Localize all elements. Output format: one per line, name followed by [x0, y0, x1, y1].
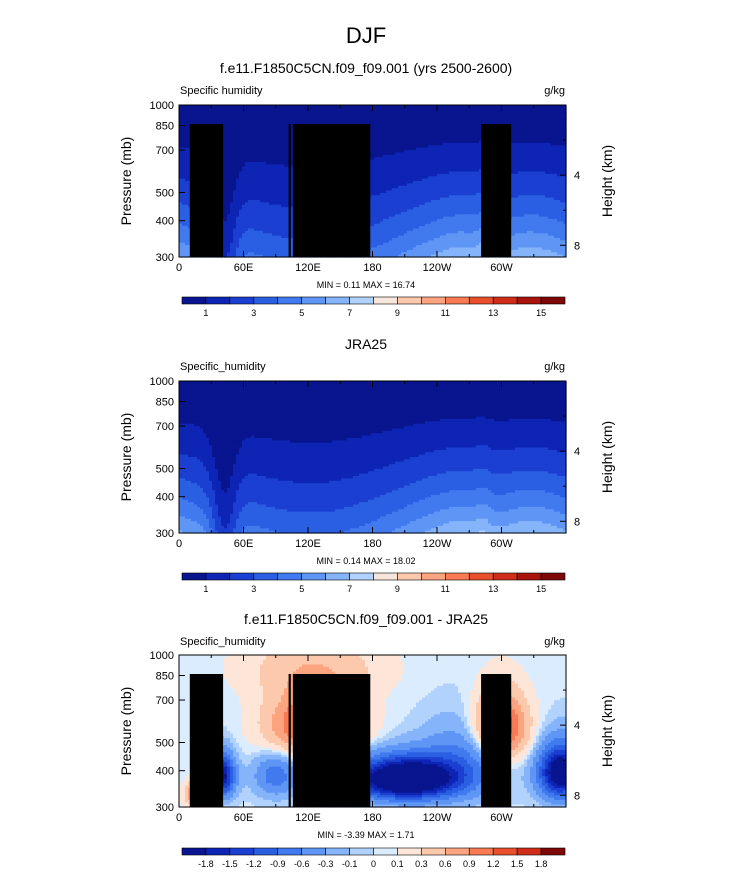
- panel-1-units: g/kg: [544, 85, 565, 97]
- panel-1-variable-label: Specific humidity: [180, 85, 263, 97]
- panel-1-title: f.e11.F1850C5CN.f09_f09.001 (yrs 2500-26…: [220, 60, 512, 76]
- panel-1: f.e11.F1850C5CN.f09_f09.001 (yrs 2500-26…: [118, 60, 615, 318]
- page-title: DJF: [346, 23, 386, 48]
